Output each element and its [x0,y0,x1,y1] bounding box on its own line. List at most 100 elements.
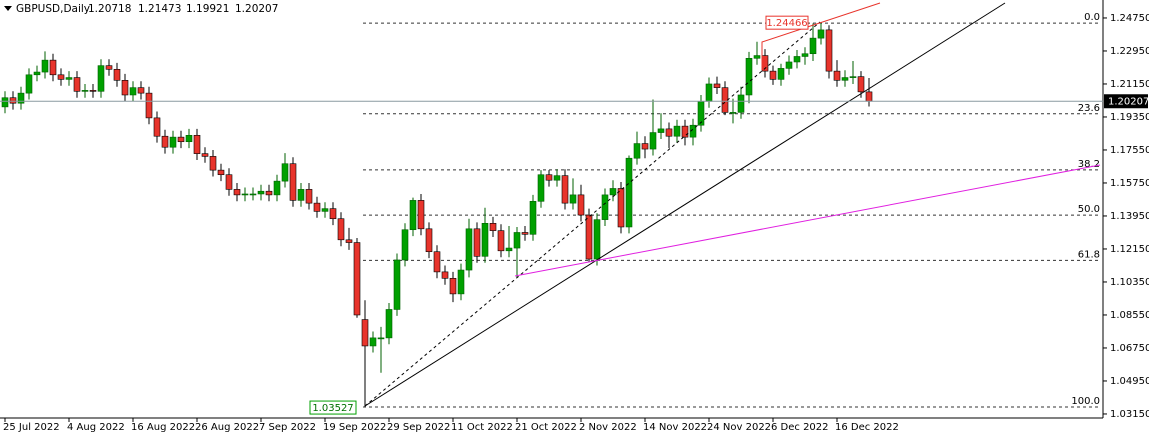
y-tick-label: 1.21150 [1110,79,1149,90]
x-tick-label: 4 Aug 2022 [67,422,125,433]
candle-body [153,117,161,137]
candle-body [449,277,457,295]
candle-body [369,337,377,347]
candle-body [673,125,681,137]
candle-body [769,70,777,80]
candle-body [657,128,665,133]
candle-body [169,136,177,148]
candle-body [577,194,585,216]
candle-body [793,56,801,63]
x-tick-label: 19 Sep 2022 [323,422,386,433]
y-tick-label: 1.13950 [1110,211,1149,222]
price-label-bg [1104,94,1148,109]
candle-body [353,242,361,316]
high-box [765,15,809,30]
y-tick-label: 1.17550 [1110,145,1149,156]
candle-body [497,230,505,252]
y-tick-label: 1.08550 [1110,310,1149,321]
y-tick-label: 1.10350 [1110,277,1149,288]
candle-body [649,132,657,150]
candle-body [489,223,497,231]
candle-body [201,153,209,157]
candle-body [849,76,857,78]
candle-body [121,80,129,96]
candle-body [41,59,49,73]
fibo-label: 50.0 [1078,204,1100,215]
candle-body [161,135,169,148]
candle-body [585,214,593,260]
candle-body [569,194,577,204]
magenta-trendline [514,164,1101,277]
candle-body [553,175,561,181]
candle-body [433,251,441,273]
candle-body [185,135,193,143]
candle-body [593,219,601,260]
high-label: 1.24466 [766,18,807,29]
candle-body [417,200,425,230]
candle-body [257,190,265,195]
candle-body [209,156,217,171]
candle-body [817,29,825,39]
trendline [364,2,1006,407]
candle-body [689,124,697,138]
candle-body [785,61,793,69]
candle-body [361,319,369,347]
ohlc-low: 1.19921 [186,3,229,15]
candle-body [105,65,113,70]
candle-body [273,180,281,196]
plot: 0.0 23.6 38.2 50.0 61.8 100.0 [1,12,1100,408]
candle-body [321,208,329,212]
candle-body [385,309,393,339]
candle-body [297,189,305,201]
candle-body [729,112,737,114]
x-tick-label: 14 Nov 2022 [643,422,707,433]
fibo-label: 100.0 [1071,396,1100,407]
candle-body [745,57,753,96]
y-tick-label: 1.03150 [1110,409,1149,420]
candle-body [73,77,81,92]
candle-body [545,174,553,181]
symbol: GBPUSD,Daily [16,3,90,15]
y-tick-label: 1.22950 [1110,46,1149,57]
candle-body [681,125,689,138]
candle-body [97,65,105,92]
candle-body [113,69,121,81]
candle-body [57,74,65,80]
candle-body [801,53,809,57]
candle-body [65,77,73,80]
x-tick-label: 6 Dec 2022 [771,422,829,433]
candle-body [561,175,569,204]
candle-body [833,70,841,81]
candle-body [609,188,617,196]
candle-body [289,163,297,201]
price-label: 1.20207 [1108,96,1149,107]
candle-body [697,101,705,126]
candle-body [337,218,345,241]
candle-body [329,208,337,220]
candle-body [529,201,537,235]
candle-body [33,71,41,76]
candle-body [49,59,57,76]
candle-body [713,83,721,88]
candle-body [753,55,761,59]
candle-body [809,37,817,55]
fibo-label: 38.2 [1078,159,1100,170]
candle-body [233,189,241,196]
candle-body [641,143,649,150]
candle-body [345,239,353,243]
candle-body [825,29,833,72]
candle-body [177,136,185,143]
candle-body [409,200,417,231]
candle-body [865,91,873,102]
candle-body [129,87,137,96]
candle-body [1,97,9,108]
candle-body [377,337,385,340]
y-tick-label: 1.15750 [1110,178,1149,189]
candle-body [457,269,465,295]
x-tick-label: 16 Aug 2022 [131,422,195,433]
candle-body [625,157,633,228]
candle-body [281,163,289,182]
candle-body [9,97,17,104]
